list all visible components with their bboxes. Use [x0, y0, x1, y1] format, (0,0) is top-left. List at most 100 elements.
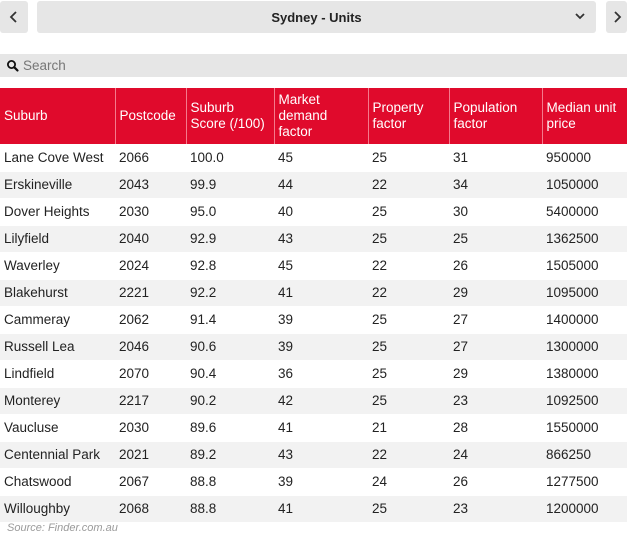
population-factor-cell: 30 [449, 198, 542, 226]
table-header-row: Suburb Postcode Suburb Score (/100) Mark… [0, 88, 627, 144]
score-cell: 88.8 [186, 495, 274, 523]
property-factor-cell: 25 [368, 198, 449, 226]
postcode-cell: 2062 [115, 306, 186, 334]
postcode-cell: 2030 [115, 414, 186, 442]
population-factor-cell: 29 [449, 279, 542, 307]
suburb-cell: Lane Cove West [0, 144, 115, 172]
previous-button[interactable] [0, 1, 28, 33]
chevron-left-icon [9, 11, 17, 23]
suburb-cell: Dover Heights [0, 198, 115, 226]
market-demand-cell: 39 [274, 306, 368, 334]
search-input[interactable] [21, 55, 601, 76]
score-cell: 99.9 [186, 171, 274, 199]
table-body: Lane Cove West 2066 100.0 45 25 31 950000 Erski… [0, 144, 627, 523]
postcode-cell: 2217 [115, 387, 186, 415]
score-cell: 95.0 [186, 198, 274, 226]
postcode-cell: 2021 [115, 441, 186, 469]
score-cell: 92.8 [186, 252, 274, 280]
table-row: Blakehurst 2221 92.2 41 22 29 1095000 [0, 279, 627, 307]
column-header-property-factor[interactable]: Property factor [367, 88, 449, 144]
score-cell: 90.2 [186, 387, 274, 415]
market-demand-cell: 44 [274, 171, 368, 199]
postcode-cell: 2221 [115, 279, 186, 307]
score-cell: 92.2 [186, 279, 274, 307]
suburb-cell: Cammeray [0, 306, 115, 334]
population-factor-cell: 31 [449, 144, 542, 172]
population-factor-cell: 29 [449, 360, 542, 388]
market-demand-cell: 43 [274, 441, 368, 469]
property-factor-cell: 24 [368, 468, 449, 496]
suburb-cell: Centennial Park [0, 441, 115, 469]
postcode-cell: 2068 [115, 495, 186, 523]
table-row: Chatswood 2067 88.8 39 24 26 1277500 [0, 468, 627, 496]
property-factor-cell: 22 [368, 279, 449, 307]
market-demand-cell: 39 [274, 333, 368, 361]
market-demand-cell: 39 [274, 468, 368, 496]
market-selector-dropdown[interactable]: Sydney - Units [37, 1, 596, 33]
source-caption: Source: Finder.com.au [7, 522, 118, 534]
market-demand-cell: 41 [274, 279, 368, 307]
market-demand-cell: 45 [274, 252, 368, 280]
column-header-market-demand[interactable]: Market demand factor [273, 88, 368, 144]
suburb-cell: Monterey [0, 387, 115, 415]
column-header-population-factor[interactable]: Population factor [448, 88, 542, 144]
table-row: Centennial Park 2021 89.2 43 22 24 866250 [0, 441, 627, 469]
next-button[interactable] [606, 1, 627, 33]
suburb-table: Suburb Postcode Suburb Score (/100) Mark… [0, 88, 627, 523]
column-header-postcode[interactable]: Postcode [114, 88, 186, 144]
search-icon [7, 59, 19, 72]
table-row: Monterey 2217 90.2 42 25 23 1092500 [0, 387, 627, 415]
property-factor-cell: 25 [368, 306, 449, 334]
score-cell: 89.6 [186, 414, 274, 442]
column-header-suburb[interactable]: Suburb [0, 88, 115, 144]
property-factor-cell: 25 [368, 495, 449, 523]
suburb-cell: Waverley [0, 252, 115, 280]
postcode-cell: 2024 [115, 252, 186, 280]
median-price-cell: 1092500 [542, 387, 627, 415]
market-demand-cell: 42 [274, 387, 368, 415]
population-factor-cell: 26 [449, 468, 542, 496]
population-factor-cell: 28 [449, 414, 542, 442]
median-price-cell: 1505000 [542, 252, 627, 280]
median-price-cell: 1095000 [542, 279, 627, 307]
suburb-cell: Erskineville [0, 171, 115, 199]
postcode-cell: 2067 [115, 468, 186, 496]
score-cell: 89.2 [186, 441, 274, 469]
market-demand-cell: 41 [274, 495, 368, 523]
market-demand-cell: 41 [274, 414, 368, 442]
table-row: Lilyfield 2040 92.9 43 25 25 1362500 [0, 225, 627, 253]
population-factor-cell: 27 [449, 306, 542, 334]
postcode-cell: 2070 [115, 360, 186, 388]
score-cell: 90.6 [186, 333, 274, 361]
score-cell: 91.4 [186, 306, 274, 334]
median-price-cell: 1550000 [542, 414, 627, 442]
suburb-cell: Lindfield [0, 360, 115, 388]
market-selector-label: Sydney - Units [271, 9, 362, 25]
table-row: Willoughby 2068 88.8 41 25 23 1200000 [0, 495, 627, 523]
table-row: Russell Lea 2046 90.6 39 25 27 1300000 [0, 333, 627, 361]
median-price-cell: 950000 [542, 144, 627, 172]
column-header-median-price[interactable]: Median unit price [541, 88, 627, 144]
postcode-cell: 2043 [115, 171, 186, 199]
table-row: Dover Heights 2030 95.0 40 25 30 5400000 [0, 198, 627, 226]
column-header-suburb-score[interactable]: Suburb Score (/100) [185, 88, 274, 144]
table-row: Erskineville 2043 99.9 44 22 34 1050000 [0, 171, 627, 199]
market-demand-cell: 40 [274, 198, 368, 226]
chevron-down-icon [575, 13, 585, 20]
suburb-cell: Chatswood [0, 468, 115, 496]
suburb-cell: Blakehurst [0, 279, 115, 307]
score-cell: 92.9 [186, 225, 274, 253]
table-row: Lindfield 2070 90.4 36 25 29 1380000 [0, 360, 627, 388]
median-price-cell: 1277500 [542, 468, 627, 496]
postcode-cell: 2046 [115, 333, 186, 361]
population-factor-cell: 34 [449, 171, 542, 199]
property-factor-cell: 25 [368, 333, 449, 361]
table-row: Vaucluse 2030 89.6 41 21 28 1550000 [0, 414, 627, 442]
table-row: Lane Cove West 2066 100.0 45 25 31 950000 [0, 144, 627, 172]
median-price-cell: 1400000 [542, 306, 627, 334]
search-bar [0, 54, 627, 77]
suburb-cell: Lilyfield [0, 225, 115, 253]
population-factor-cell: 23 [449, 495, 542, 523]
median-price-cell: 1380000 [542, 360, 627, 388]
top-bar: Sydney - Units [0, 0, 627, 34]
